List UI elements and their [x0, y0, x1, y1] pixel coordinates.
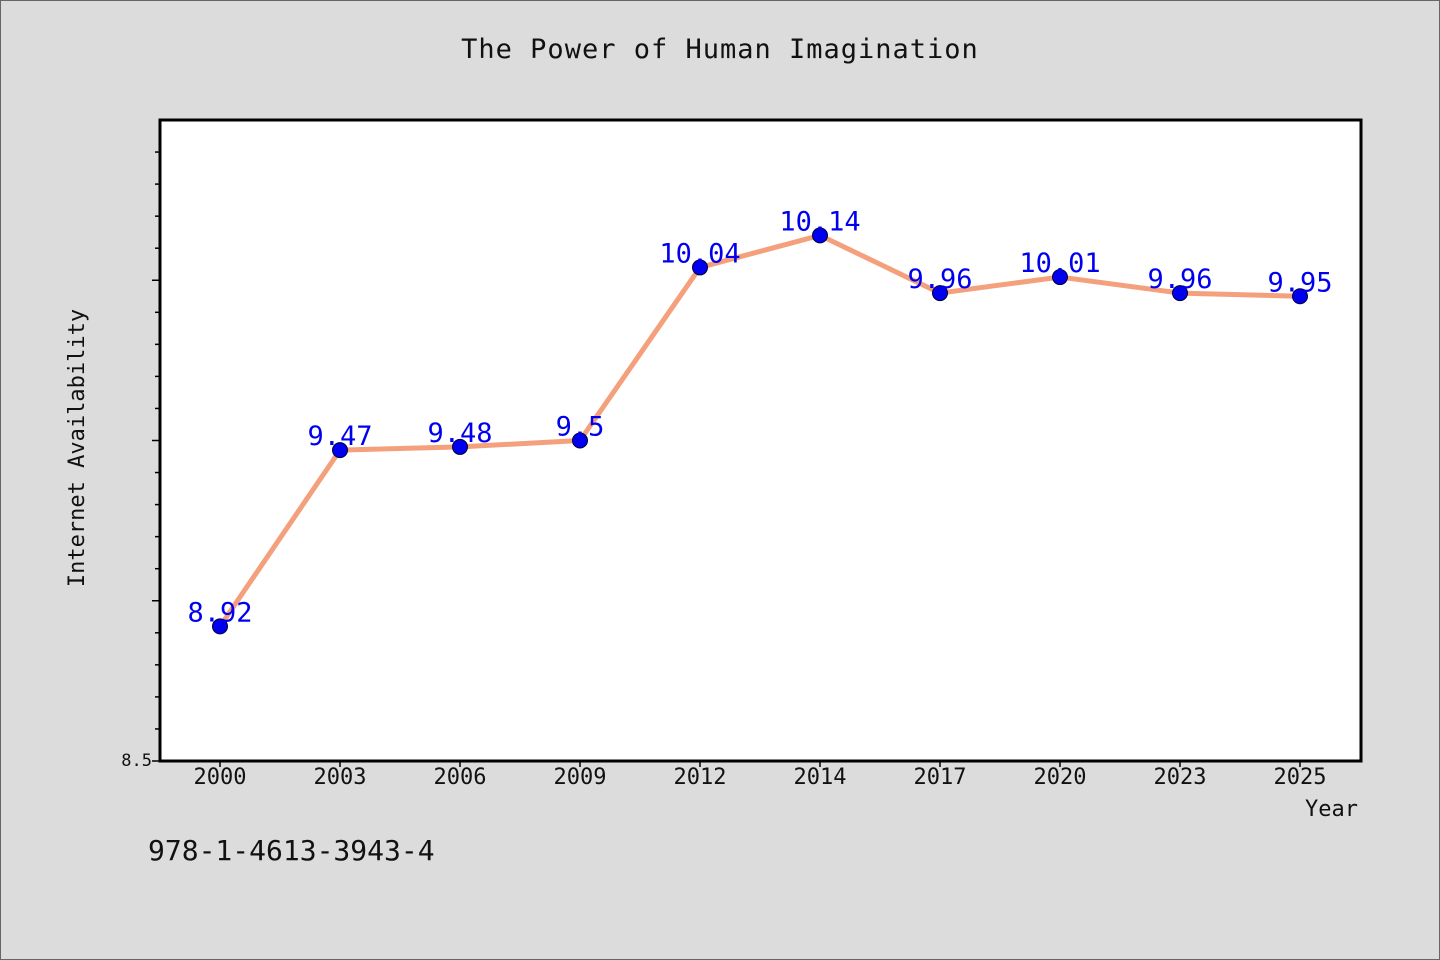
y-axis-ticks: 8.5 [121, 151, 160, 771]
x-tick-label: 2012 [674, 765, 727, 790]
data-label: 9.96 [907, 264, 972, 295]
data-label: 9.48 [427, 418, 492, 449]
data-label: 9.47 [307, 421, 372, 452]
chart-title: The Power of Human Imagination [461, 34, 979, 65]
series-line [217, 232, 1301, 628]
y-tick-label: 8.5 [121, 751, 152, 771]
data-label: 8.92 [187, 597, 252, 628]
data-point [1052, 269, 1068, 286]
x-tick-label: 2023 [1154, 765, 1207, 790]
x-tick-label: 2014 [794, 765, 847, 790]
data-point [932, 285, 948, 302]
isbn-code: 978-1-4613-3943-4 [148, 834, 435, 867]
x-tick-label: 2017 [914, 765, 967, 790]
data-label: 10.04 [659, 238, 740, 269]
data-point [812, 227, 828, 244]
plot-area [158, 118, 1363, 763]
data-point [212, 618, 228, 635]
y-axis-label: Internet Availability [65, 309, 90, 587]
data-point [332, 442, 348, 459]
x-tick-label: 2009 [554, 765, 607, 790]
x-tick-label: 2025 [1274, 765, 1327, 790]
data-label: 10.01 [1019, 248, 1100, 279]
data-point [1172, 285, 1188, 302]
x-tick-label: 2000 [194, 765, 247, 790]
x-tick-label: 2006 [434, 765, 487, 790]
data-point [452, 438, 468, 455]
data-label: 9.95 [1267, 267, 1332, 298]
data-point [692, 259, 708, 276]
data-labels: 8.92 9.47 9.48 9.5 10.04 10.14 9.96 10.01 9.96 9.… [187, 206, 1332, 628]
data-point [572, 432, 588, 449]
data-label: 9.96 [1147, 264, 1212, 295]
x-axis-label: Year [1305, 797, 1358, 822]
data-label: 10.14 [779, 206, 860, 237]
data-label: 9.5 [556, 412, 605, 443]
x-axis-ticks: 2000 2003 2006 2009 2012 2014 2017 2020 2023 2025 [194, 761, 1327, 790]
x-tick-label: 2020 [1034, 765, 1087, 790]
data-points [212, 227, 1308, 635]
data-point [1292, 288, 1308, 305]
x-tick-label: 2003 [314, 765, 367, 790]
